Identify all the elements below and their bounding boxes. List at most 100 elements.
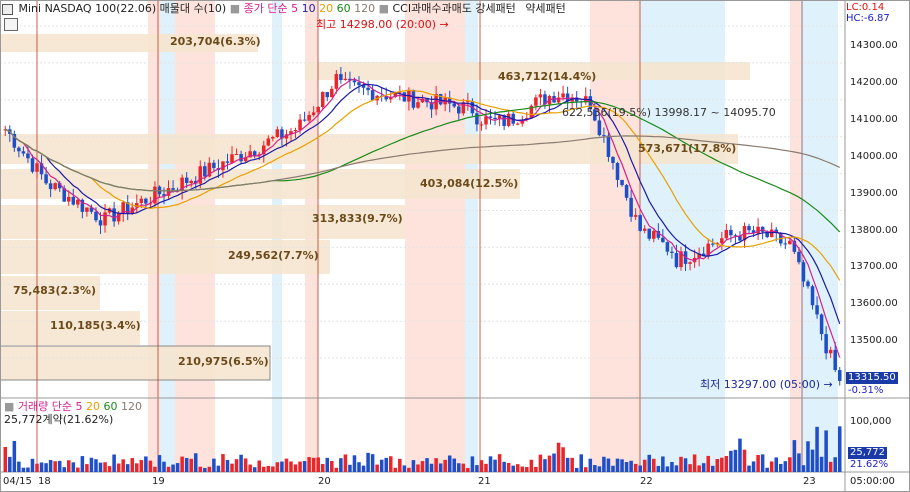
settings-icon[interactable] xyxy=(2,3,13,15)
vol-ma120-label: 120 xyxy=(121,400,143,413)
candle xyxy=(715,243,720,245)
vp-label-2: 463,712(14.4%) xyxy=(498,70,597,83)
volume-bar xyxy=(765,467,769,472)
candle xyxy=(724,229,729,239)
candle xyxy=(611,156,615,163)
volume-bar xyxy=(556,442,561,472)
arrow-right-icon: → xyxy=(823,378,833,391)
volume-bar xyxy=(76,467,80,472)
price-tick-label: 13600.00 xyxy=(850,298,898,310)
candle xyxy=(171,188,175,190)
volume-bar xyxy=(583,467,588,472)
candle xyxy=(26,153,30,159)
candle xyxy=(252,151,257,156)
volume-bar xyxy=(701,463,706,472)
vp-label-9: 210,975(6.5%) xyxy=(178,355,269,368)
candle xyxy=(706,243,710,257)
vp-label-6: 249,562(7.7%) xyxy=(228,249,319,262)
volume-bar xyxy=(243,458,248,472)
candle xyxy=(207,162,212,177)
candle xyxy=(502,115,506,126)
moving-average-line xyxy=(5,89,841,281)
volume-bar xyxy=(207,466,212,472)
volume-bar xyxy=(470,456,475,472)
volume-profile-bar xyxy=(0,311,140,345)
candle xyxy=(57,183,62,189)
volume-bar xyxy=(384,457,388,472)
volume-info: 25,772계약(21.62%) xyxy=(4,413,114,426)
volume-bar xyxy=(534,466,538,472)
candle xyxy=(343,78,348,81)
volume-bar xyxy=(547,455,552,472)
volume-bar xyxy=(656,465,661,472)
candle xyxy=(230,154,234,163)
volume-bar xyxy=(810,449,815,472)
candle xyxy=(153,186,157,204)
volume-bar xyxy=(107,466,112,472)
volume-bar xyxy=(35,463,39,472)
volume-bar xyxy=(234,459,239,472)
volume-bar xyxy=(44,463,48,472)
candle xyxy=(348,78,352,81)
candle xyxy=(574,97,579,102)
candle xyxy=(565,93,570,102)
volume-bar xyxy=(184,458,189,472)
candle xyxy=(98,220,103,226)
grid-toggle-icon[interactable] xyxy=(4,18,18,31)
volume-bar xyxy=(30,458,35,472)
range-annotation: 622,536(19.5%) 13998.17 ~ 14095.70 xyxy=(562,106,776,119)
candle xyxy=(35,163,39,172)
volume-bar xyxy=(638,465,642,472)
volume-profile-bar xyxy=(305,62,750,80)
vp-label-7: 75,483(2.3%) xyxy=(13,284,97,297)
volume-bar xyxy=(375,464,379,472)
candle xyxy=(783,243,788,245)
candle xyxy=(243,157,248,162)
volume-bar xyxy=(171,464,175,472)
volume-bar xyxy=(624,461,629,472)
candle xyxy=(325,92,330,98)
candle xyxy=(497,115,502,120)
candle xyxy=(366,87,370,91)
candle xyxy=(130,207,135,214)
candle xyxy=(184,177,189,184)
volume-bar xyxy=(407,467,411,472)
volume-bar xyxy=(760,454,765,472)
candle xyxy=(747,226,751,231)
ma20-label: 20 xyxy=(319,2,334,15)
volume-bar xyxy=(48,460,53,472)
candle xyxy=(411,89,416,108)
volume-bar xyxy=(783,461,788,472)
candle xyxy=(701,253,706,257)
hc-value: HC:-6.87 xyxy=(846,13,890,24)
volume-bar xyxy=(416,464,420,472)
volume-bar xyxy=(121,459,125,472)
volume-bar xyxy=(729,450,733,472)
volume-bar xyxy=(769,461,774,472)
candle xyxy=(370,90,375,101)
candle xyxy=(162,194,166,196)
volume-bar xyxy=(642,459,647,472)
candle xyxy=(642,228,647,231)
candle xyxy=(697,253,701,258)
date-label-0415: 04/15 xyxy=(3,476,32,487)
volume-bar xyxy=(525,467,529,472)
volume-bar xyxy=(443,459,447,472)
volume-bar xyxy=(203,467,207,472)
candle xyxy=(561,93,565,98)
candle xyxy=(819,314,824,335)
volume-bar xyxy=(85,464,89,472)
candle xyxy=(339,74,343,81)
candle xyxy=(144,198,148,204)
volume-bar xyxy=(543,459,547,472)
candle xyxy=(280,129,284,139)
price-tick-label: 14000.00 xyxy=(850,150,898,162)
volume-bar xyxy=(574,467,579,472)
volume-bar xyxy=(461,463,466,472)
volume-bar xyxy=(629,460,633,472)
volume-bar xyxy=(779,463,783,472)
volume-axis-tick: 100,000 xyxy=(850,416,892,427)
candle xyxy=(710,243,715,245)
candle xyxy=(633,215,638,217)
